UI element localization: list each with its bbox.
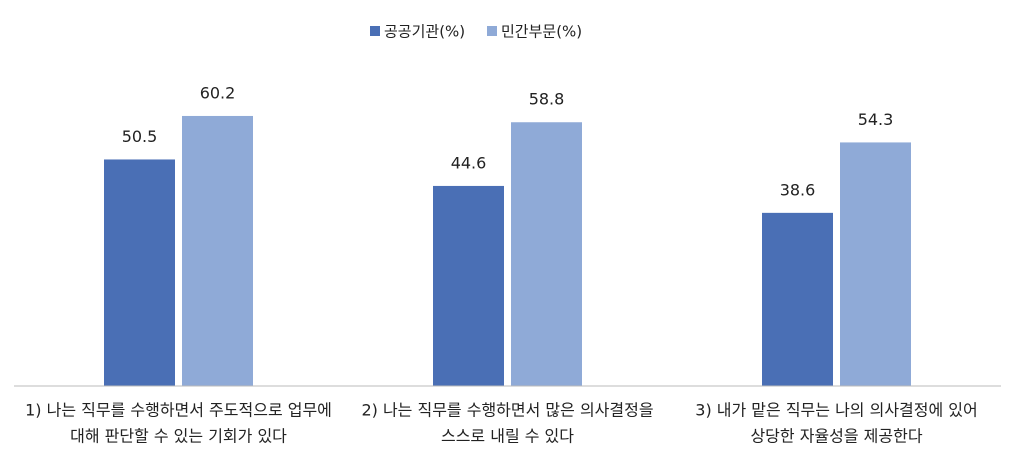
x-tick-label: 3) 내가 맡은 직무는 나의 의사결정에 있어 bbox=[695, 401, 977, 420]
value-label: 44.6 bbox=[451, 153, 487, 172]
bar bbox=[433, 185, 504, 386]
bar bbox=[840, 142, 911, 386]
x-tick-label: 대해 판단할 수 있는 기회가 있다 bbox=[70, 427, 287, 446]
legend-swatch bbox=[487, 26, 497, 36]
x-tick-label: 스스로 내릴 수 있다 bbox=[441, 427, 574, 446]
legend-swatch bbox=[370, 26, 380, 36]
bar bbox=[182, 115, 253, 387]
bar bbox=[762, 212, 833, 386]
x-tick-label: 상당한 자율성을 제공한다 bbox=[750, 427, 922, 446]
x-tick-label: 1) 나는 직무를 수행하면서 주도적으로 업무에 bbox=[25, 401, 332, 420]
value-label: 60.2 bbox=[200, 83, 236, 102]
value-label: 58.8 bbox=[529, 90, 565, 109]
bar bbox=[104, 159, 175, 386]
x-tick-label: 2) 나는 직무를 수행하면서 많은 의사결정을 bbox=[361, 401, 653, 420]
value-label: 38.6 bbox=[780, 180, 816, 199]
value-label: 54.3 bbox=[858, 110, 894, 129]
legend-label: 공공기관(%) bbox=[384, 23, 465, 41]
bar bbox=[511, 122, 582, 387]
value-label: 50.5 bbox=[122, 127, 158, 146]
legend-label: 민간부문(%) bbox=[501, 23, 582, 41]
